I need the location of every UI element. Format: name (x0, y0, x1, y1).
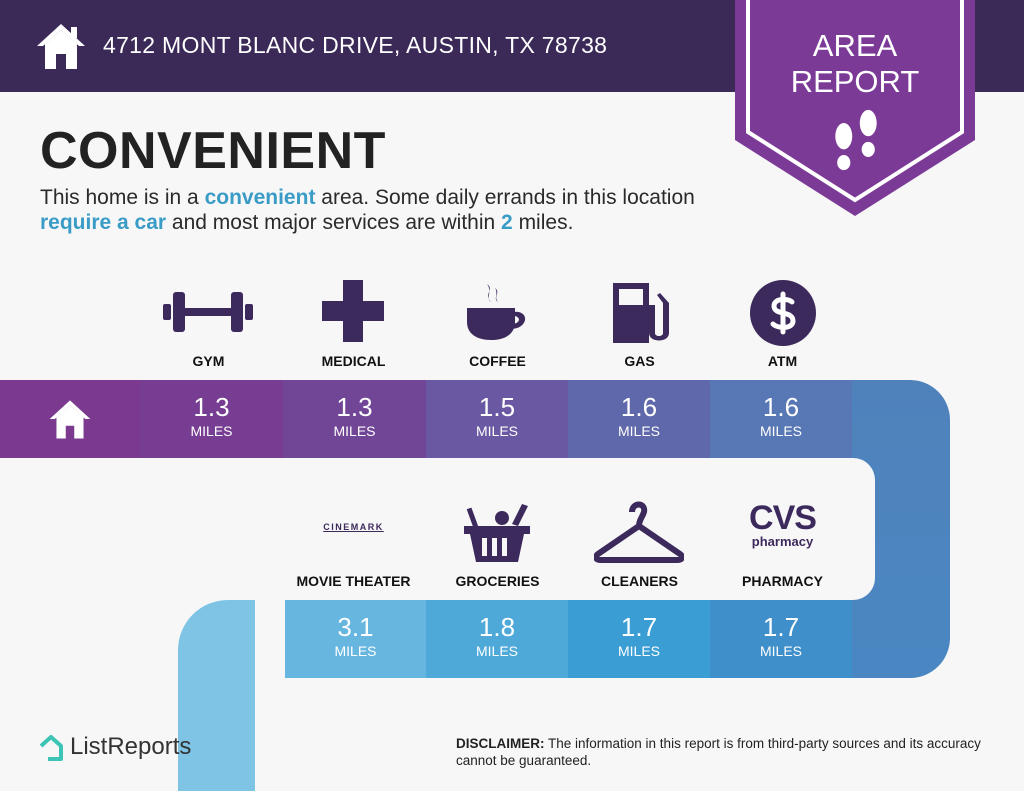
dumbbell-icon (163, 292, 253, 332)
label-medical: MEDICAL (321, 353, 386, 369)
desc-highlight: 2 (501, 211, 513, 234)
label-pharmacy: PHARMACY (742, 573, 823, 589)
distance-cell-atm: 1.6 MILES (710, 380, 852, 458)
distance-unit: MILES (190, 423, 233, 439)
medical-cross-icon (322, 280, 384, 342)
badge-line2: REPORT (790, 64, 920, 99)
rating-title: CONVENIENT (40, 122, 386, 180)
label-gas: GAS (624, 353, 655, 369)
label-gym: GYM (192, 353, 225, 369)
distance-cell-groceries: 1.8 MILES (426, 600, 568, 678)
desc-text: area. Some daily errands in this locatio… (315, 186, 695, 209)
distance-cell-cleaners: 1.7 MILES (568, 600, 710, 678)
distance-value: 1.3 (193, 392, 230, 422)
desc-text: miles. (512, 211, 574, 234)
coffee-cup-icon (467, 284, 526, 340)
dollar-icon (750, 280, 816, 346)
badge-title: AREA REPORT (735, 28, 975, 100)
distance-value: 1.7 (762, 612, 800, 642)
rating-description: This home is in a convenient area. Some … (40, 185, 740, 235)
area-report-badge (735, 0, 975, 216)
distance-value: 1.5 (478, 392, 516, 422)
distance-cell-medical: 1.3 MILES (283, 380, 426, 458)
distance-cell-movie: 3.1 MILES (285, 600, 426, 678)
distance-unit: MILES (617, 423, 660, 439)
cvs-logo-sub: pharmacy (751, 534, 814, 549)
cinemark-logo: CINEMARK (323, 522, 384, 532)
distance-value: 1.8 (478, 612, 516, 642)
grocery-basket-icon (464, 504, 530, 562)
label-atm: ATM (767, 353, 798, 369)
property-address: 4712 MONT BLANC DRIVE, AUSTIN, TX 78738 (103, 32, 608, 58)
distance-unit: MILES (475, 423, 518, 439)
disclaimer: DISCLAIMER: The information in this repo… (456, 735, 996, 769)
hanger-icon (594, 501, 684, 563)
distance-value: 1.3 (336, 392, 373, 422)
distance-value: 1.6 (620, 392, 658, 422)
gas-pump-icon (613, 283, 669, 343)
distance-unit: MILES (759, 643, 802, 659)
label-groceries: GROCERIES (455, 573, 540, 589)
desc-highlight: convenient (204, 186, 316, 209)
distance-unit: MILES (759, 423, 802, 439)
disclaimer-label: DISCLAIMER: (456, 736, 545, 751)
desc-highlight: require a car (40, 211, 167, 234)
distance-value: 1.7 (620, 612, 658, 642)
label-movie-theater: MOVIE THEATER (296, 573, 411, 589)
disclaimer-text: The information in this report is from t… (456, 736, 981, 768)
home-cell (0, 380, 140, 458)
label-cleaners: CLEANERS (600, 573, 678, 589)
path-gap (255, 678, 1024, 791)
distance-cell-coffee: 1.5 MILES (426, 380, 568, 458)
distance-cell-pharmacy: 1.7 MILES (710, 600, 852, 678)
desc-text: and most major services are within (166, 211, 502, 234)
distance-value: 1.6 (762, 392, 800, 422)
path-band-left (178, 600, 255, 791)
footprints-icon (835, 109, 877, 171)
distance-cell-gym: 1.3 MILES (140, 380, 283, 458)
distance-unit: MILES (617, 643, 660, 659)
cvs-logo-text: CVS (749, 499, 817, 537)
distance-cell-gas: 1.6 MILES (568, 380, 710, 458)
badge-line1: AREA (812, 28, 898, 63)
label-coffee: COFFEE (469, 353, 526, 369)
distance-unit: MILES (333, 423, 376, 439)
desc-text: This home is in a (40, 186, 205, 209)
listreports-logo: ListReports (70, 733, 192, 760)
house-icon (49, 400, 91, 439)
distance-value: 3.1 (337, 612, 374, 642)
cvs-logo: CVS pharmacy (711, 498, 854, 550)
listreports-logo-icon (39, 735, 63, 761)
distance-unit: MILES (475, 643, 518, 659)
house-icon (37, 24, 85, 69)
path-gap (250, 458, 875, 600)
distance-unit: MILES (334, 643, 377, 659)
